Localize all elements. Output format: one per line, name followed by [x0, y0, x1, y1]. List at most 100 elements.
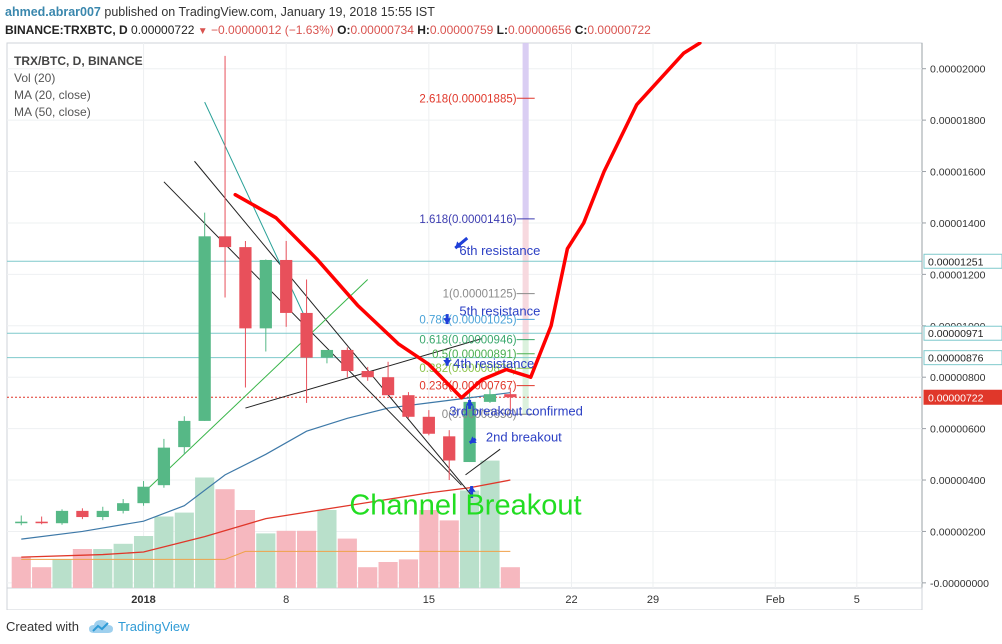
candle-body: [463, 401, 476, 463]
candle-body: [341, 349, 354, 372]
volume-bar: [113, 543, 133, 588]
close-value: 0.00000722: [587, 23, 651, 37]
price-tag-box: [923, 325, 1002, 341]
annotation-label: 6th resistance: [459, 243, 540, 258]
y-tick-label: 0.00000600: [930, 424, 986, 436]
volume-ma-line: [21, 550, 511, 560]
candle-body: [280, 259, 293, 313]
candle-body: [320, 349, 334, 358]
volume-bar: [235, 510, 256, 588]
tradingview-brand-link[interactable]: TradingView: [118, 619, 190, 634]
candle-body: [381, 377, 395, 396]
candle-body: [422, 416, 435, 434]
y-tick-label: 0.00000200: [930, 526, 986, 538]
volume-bar: [72, 549, 92, 588]
low-value: 0.00000656: [507, 23, 572, 37]
trendline: [465, 448, 501, 476]
symbol-label: BINANCE:TRXBTC, D: [5, 23, 128, 37]
price-chart[interactable]: 0.00002000 0.00001800 0.00001600 0.00001400…: [0, 42, 1002, 610]
y-tick-label: -0.00000000: [930, 578, 989, 590]
volume-bar: [500, 567, 520, 588]
volume-bar: [378, 562, 398, 588]
candle-body: [239, 247, 252, 329]
forecast-curve: [233, 42, 702, 400]
publish-text: published on TradingView.com, January 19…: [100, 5, 435, 19]
legend-volume: Vol (20): [14, 71, 56, 85]
candle-body: [300, 312, 313, 358]
fib-level-label: 0(0.00000656): [442, 409, 517, 421]
author-link[interactable]: ahmed.abrar007: [5, 5, 101, 19]
candle-body: [483, 394, 497, 402]
candle-body: [361, 371, 374, 378]
fib-zone-upper: [522, 43, 529, 219]
legend-ma20: MA (20, close): [14, 88, 91, 102]
ma50-line: [21, 479, 511, 558]
open-value: 0.00000734: [350, 23, 414, 37]
price-tag-box: [923, 253, 1002, 269]
trendline: [143, 279, 369, 494]
fib-level-label: 2.618(0.00001885): [419, 93, 516, 105]
down-triangle-icon: ▼: [197, 26, 208, 37]
annotation-label: 4th resistance: [453, 356, 534, 371]
channel-breakout-label: Channel Breakout: [349, 490, 581, 522]
volume-bar: [419, 510, 439, 588]
y-tick-label: 0.00001600: [930, 167, 986, 179]
fib-zone-mid: [522, 218, 529, 340]
y-tick-label: 0.00001800: [930, 115, 986, 127]
volume-bar: [174, 512, 194, 588]
fib-level-label: 0.618(0.00000946): [419, 335, 516, 347]
x-tick-label: 29: [647, 594, 659, 606]
legend-symbol: TRX/BTC, D, BINANCE: [14, 54, 143, 68]
publish-info: ahmed.abrar007 published on TradingView.…: [5, 5, 435, 19]
chart-legend: TRX/BTC, D, BINANCE Vol (20) MA (20, clo…: [14, 53, 143, 121]
ma20-line: [21, 392, 511, 540]
y-tick-label: 0.00001400: [930, 218, 986, 230]
candle-body: [218, 236, 232, 248]
candle-body: [198, 236, 211, 421]
candle-body: [504, 394, 517, 398]
candle-body: [259, 259, 272, 329]
volume-bar: [296, 530, 317, 588]
volume-bar: [154, 516, 174, 588]
volume-bar: [11, 556, 31, 588]
volume-bar: [480, 460, 500, 588]
y-axis-panel: [922, 43, 1002, 588]
y-tick-label: 0.00000400: [930, 475, 986, 487]
volume-bar: [32, 567, 52, 588]
candle-body: [96, 510, 109, 518]
breakout-1-arrow-icon-head: [467, 486, 476, 492]
candle-body: [137, 486, 150, 504]
volume-bar: [276, 530, 296, 588]
volume-bar: [358, 567, 378, 588]
volume-bar: [93, 549, 113, 588]
volume-bar: [398, 559, 419, 588]
breakout-3-arrow-icon-head: [465, 399, 474, 406]
created-with-text: Created with: [6, 619, 79, 634]
fib-level-label: 0.382(0.00000835): [419, 363, 516, 375]
price-tag-label: 0.00000722: [928, 392, 984, 404]
low-label: L:: [496, 23, 508, 37]
x-tick-label: 2018: [131, 594, 155, 606]
last-price: 0.00000722: [131, 23, 195, 37]
open-label: O:: [337, 23, 351, 37]
volume-bar: [256, 533, 276, 588]
ohlc-line: BINANCE:TRXBTC, D 0.00000722 ▼ −0.000000…: [5, 23, 651, 37]
annotation-label: 3rd breakout confirmed: [449, 404, 583, 419]
high-value: 0.00000759: [429, 23, 494, 37]
x-tick-label: 15: [423, 594, 435, 606]
resistance-5-arrow-icon-head: [443, 318, 452, 325]
candle-body: [117, 503, 130, 511]
close-label: C:: [574, 23, 588, 37]
volume-bar: [133, 536, 154, 588]
resistance-4-arrow-icon-head: [443, 359, 452, 366]
price-tag-box: [923, 389, 1002, 405]
footer: Created with TradingView: [0, 610, 1002, 644]
chart-header: ahmed.abrar007 published on TradingView.…: [0, 0, 1002, 42]
candle-body: [157, 447, 171, 486]
fib-level-label: 0.236(0.00000767): [419, 381, 516, 393]
x-tick-label: 8: [283, 594, 289, 606]
fib-level-label: 1.618(0.00001416): [419, 214, 516, 226]
candle-body: [15, 521, 28, 524]
legend-ma50: MA (50, close): [14, 105, 91, 119]
volume-bar: [195, 477, 215, 588]
